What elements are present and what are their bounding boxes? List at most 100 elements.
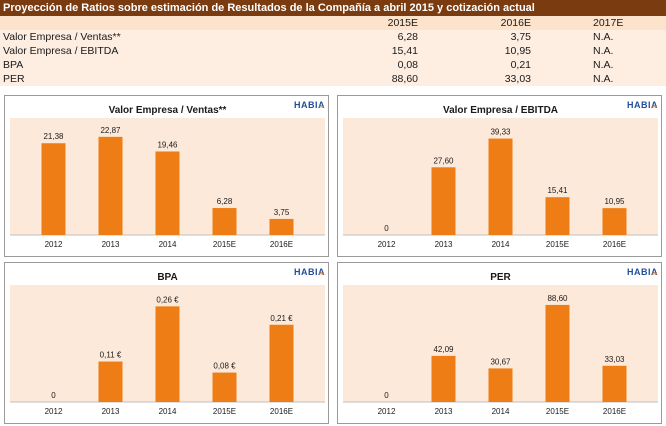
table-row: PER 88,60 33,03 N.A. bbox=[0, 72, 666, 86]
logo-text: HABIA bbox=[627, 100, 658, 110]
data-label: 30,67 bbox=[490, 357, 511, 366]
row-value-2017e: N.A. bbox=[553, 72, 666, 86]
chart-title: PER bbox=[490, 272, 511, 283]
x-tick-label: 2012 bbox=[45, 240, 63, 249]
table-row: BPA 0,08 0,21 N.A. bbox=[0, 58, 666, 72]
bar bbox=[41, 143, 66, 235]
x-tick-label: 2014 bbox=[159, 407, 177, 416]
row-value-2016e: 0,21 bbox=[436, 58, 553, 72]
bar bbox=[488, 368, 513, 402]
bar bbox=[212, 208, 237, 235]
logo-text: HABIA bbox=[294, 267, 325, 277]
bar bbox=[98, 361, 123, 402]
chart-title: Valor Empresa / EBITDA bbox=[443, 105, 558, 116]
col-header-2016e: 2016E bbox=[436, 16, 553, 30]
row-value-2017e: N.A. bbox=[553, 30, 666, 44]
data-label: 15,41 bbox=[547, 186, 568, 195]
bar bbox=[431, 355, 456, 402]
row-value-2017e: N.A. bbox=[553, 44, 666, 58]
row-value-2015e: 88,60 bbox=[323, 72, 436, 86]
bar bbox=[431, 167, 456, 235]
data-label: 33,03 bbox=[604, 355, 625, 364]
bar bbox=[488, 138, 513, 235]
bar bbox=[602, 208, 627, 235]
bar bbox=[269, 218, 294, 235]
x-tick-label: 2015E bbox=[213, 407, 236, 416]
col-header-2015e: 2015E bbox=[323, 16, 436, 30]
row-value-2015e: 15,41 bbox=[323, 44, 436, 58]
table-header-row: 2015E 2016E 2017E bbox=[0, 16, 666, 30]
x-tick-label: 2015E bbox=[546, 240, 569, 249]
bar bbox=[545, 197, 570, 235]
ratios-table: 2015E 2016E 2017E Valor Empresa / Ventas… bbox=[0, 16, 666, 86]
logo-suffix: es bbox=[652, 104, 658, 110]
row-label: Valor Empresa / Ventas** bbox=[0, 30, 323, 44]
data-label: 0,26 € bbox=[156, 295, 179, 304]
x-tick-label: 2012 bbox=[378, 407, 396, 416]
data-label: 6,28 bbox=[217, 197, 233, 206]
bar bbox=[98, 136, 123, 235]
bar bbox=[155, 306, 180, 402]
table-row: Valor Empresa / Ventas** 6,28 3,75 N.A. bbox=[0, 30, 666, 44]
bar bbox=[602, 365, 627, 402]
data-label: 22,87 bbox=[100, 126, 121, 135]
row-value-2016e: 10,95 bbox=[436, 44, 553, 58]
logo-suffix: es bbox=[319, 271, 325, 277]
report-title: Proyección de Ratios sobre estimación de… bbox=[0, 0, 666, 16]
chart-title: Valor Empresa / Ventas** bbox=[109, 105, 227, 116]
chart-panel-ev-ebitda: Valor Empresa / EBITDA HABIA es 0 2012 27,60 2… bbox=[337, 95, 662, 257]
data-label: 0,08 € bbox=[213, 362, 236, 371]
x-tick-label: 2013 bbox=[102, 240, 120, 249]
x-tick-label: 2016E bbox=[270, 240, 293, 249]
x-tick-label: 2016E bbox=[603, 407, 626, 416]
data-label: 42,09 bbox=[433, 345, 454, 354]
x-tick-label: 2014 bbox=[159, 240, 177, 249]
row-label: PER bbox=[0, 72, 323, 86]
data-label: 0,21 € bbox=[270, 314, 293, 323]
data-label: 88,60 bbox=[547, 294, 568, 303]
row-value-2015e: 6,28 bbox=[323, 30, 436, 44]
data-label: 10,95 bbox=[604, 197, 625, 206]
x-tick-label: 2014 bbox=[492, 240, 510, 249]
bar bbox=[269, 324, 294, 402]
data-label: 0 bbox=[384, 391, 389, 400]
data-label: 21,38 bbox=[43, 132, 64, 141]
logo-text: HABIA bbox=[294, 100, 325, 110]
header-blank bbox=[0, 16, 323, 30]
row-value-2017e: N.A. bbox=[553, 58, 666, 72]
data-label: 19,46 bbox=[157, 140, 178, 149]
data-label: 39,33 bbox=[490, 128, 511, 137]
row-value-2016e: 33,03 bbox=[436, 72, 553, 86]
chart-panel-bpa: BPA HABIA es 0 2012 0,11 € 2013 0,26 € 2014 0,08 … bbox=[4, 262, 329, 424]
col-header-2017e: 2017E bbox=[553, 16, 666, 30]
logo-text: HABIA bbox=[627, 267, 658, 277]
x-tick-label: 2013 bbox=[435, 240, 453, 249]
data-label: 27,60 bbox=[433, 156, 454, 165]
bar bbox=[155, 151, 180, 235]
table-row: Valor Empresa / EBITDA 15,41 10,95 N.A. bbox=[0, 44, 666, 58]
data-label: 0 bbox=[51, 391, 56, 400]
x-tick-label: 2012 bbox=[378, 240, 396, 249]
row-value-2015e: 0,08 bbox=[323, 58, 436, 72]
x-tick-label: 2016E bbox=[603, 240, 626, 249]
chart-panel-per: PER HABIA es 0 2012 42,09 2013 30,67 2014 88,60 20… bbox=[337, 262, 662, 424]
bar bbox=[212, 372, 237, 402]
x-tick-label: 2013 bbox=[435, 407, 453, 416]
row-label: BPA bbox=[0, 58, 323, 72]
x-tick-label: 2012 bbox=[45, 407, 63, 416]
x-tick-label: 2015E bbox=[546, 407, 569, 416]
x-tick-label: 2013 bbox=[102, 407, 120, 416]
data-label: 0 bbox=[384, 224, 389, 233]
row-label: Valor Empresa / EBITDA bbox=[0, 44, 323, 58]
chart-panel-ev-sales: Valor Empresa / Ventas** HABIA es 21,38 2012… bbox=[4, 95, 329, 257]
logo-suffix: es bbox=[319, 104, 325, 110]
chart-title: BPA bbox=[157, 272, 177, 283]
data-label: 3,75 bbox=[274, 208, 290, 217]
x-tick-label: 2014 bbox=[492, 407, 510, 416]
x-tick-label: 2015E bbox=[213, 240, 236, 249]
logo-suffix: es bbox=[652, 271, 658, 277]
